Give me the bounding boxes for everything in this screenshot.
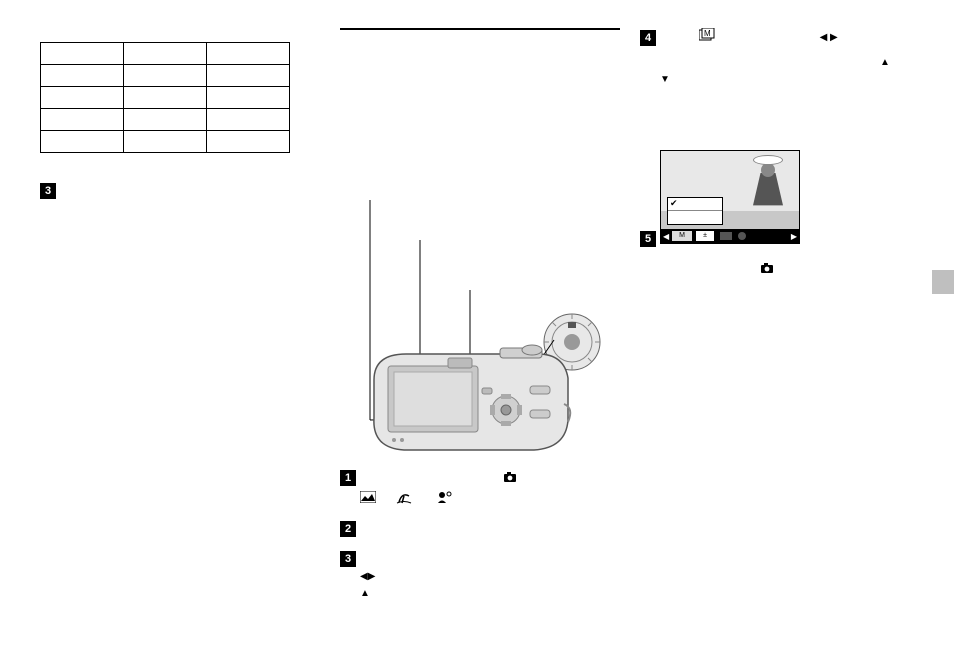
preview-menu: ✔ (667, 197, 723, 225)
table-cell (207, 65, 290, 87)
right-arrow-icon: ▶ (368, 571, 376, 582)
preview-menu-row (668, 211, 722, 224)
column-2 (340, 0, 620, 38)
up-arrow-icon: ▲ (360, 588, 370, 599)
svg-text:M: M (704, 29, 711, 38)
table-row (41, 109, 290, 131)
table-row (41, 43, 290, 65)
step-number-3: 3 (40, 183, 56, 199)
check-icon: ✔ (670, 198, 678, 209)
lcd-preview: ✔ ◀ M ± ▶ (660, 150, 800, 244)
table-cell (41, 109, 124, 131)
table-row (41, 65, 290, 87)
table-cell (124, 43, 207, 65)
step-number-2: 2 (340, 521, 356, 537)
mode-icons-row (360, 490, 620, 507)
strip-left-arrow-icon: ◀ (663, 232, 669, 241)
step-2: 2 (340, 521, 620, 537)
step-number-4: 4 (640, 30, 656, 46)
section-heading (340, 28, 620, 36)
table-cell (207, 131, 290, 153)
left-arrow-icon: ◀ (360, 571, 368, 582)
table-cell (124, 87, 207, 109)
beach-icon (396, 490, 412, 507)
step-4: 4 M ◀ ▶ ▲ ▼ (640, 28, 930, 87)
table-cell (41, 43, 124, 65)
table-row (41, 131, 290, 153)
settings-table (40, 42, 290, 153)
table-cell (124, 131, 207, 153)
step-3-arrows: ◀▶ ▲ (360, 571, 620, 599)
m-burst-icon: M (699, 28, 717, 47)
strip-cell-2: ± (695, 230, 715, 242)
page-side-tab (932, 270, 954, 294)
up-arrow-icon: ▲ (880, 55, 930, 70)
landscape-icon (360, 491, 376, 506)
camera-illustration (350, 190, 620, 460)
return-section (640, 262, 930, 277)
col1-step3: 3 (40, 183, 310, 199)
strip-cell-1: M (671, 230, 693, 242)
strip-right-arrow-icon: ▶ (791, 232, 797, 241)
step-number-1: 1 (340, 470, 356, 486)
step-number-5: 5 (640, 231, 656, 247)
step-1: 1 (340, 470, 620, 507)
strip-extra-icon (737, 231, 747, 241)
preview-menu-row: ✔ (668, 198, 722, 211)
step-number-3b: 3 (340, 551, 356, 567)
down-arrow-icon: ▼ (660, 74, 670, 85)
portrait-icon (437, 490, 453, 507)
preview-strip: ◀ M ± ▶ (661, 229, 799, 243)
step-3: 3 ◀▶ ▲ (340, 551, 620, 599)
table-row (41, 87, 290, 109)
table-cell (207, 43, 290, 65)
table-cell (207, 87, 290, 109)
table-cell (41, 131, 124, 153)
lr-arrows-icon: ◀ ▶ (820, 32, 838, 43)
camera-mode-icon (760, 262, 774, 277)
table-cell (124, 65, 207, 87)
strip-extra-icon (719, 231, 733, 241)
table-cell (124, 109, 207, 131)
table-cell (207, 109, 290, 131)
camera-mode-icon (503, 471, 517, 486)
table-cell (41, 87, 124, 109)
table-cell (41, 65, 124, 87)
return-body (640, 262, 930, 277)
col2-steps: 1 2 3 ◀▶ ▲ (340, 470, 620, 613)
column-1: 3 (40, 0, 310, 199)
preview-person (733, 157, 787, 213)
